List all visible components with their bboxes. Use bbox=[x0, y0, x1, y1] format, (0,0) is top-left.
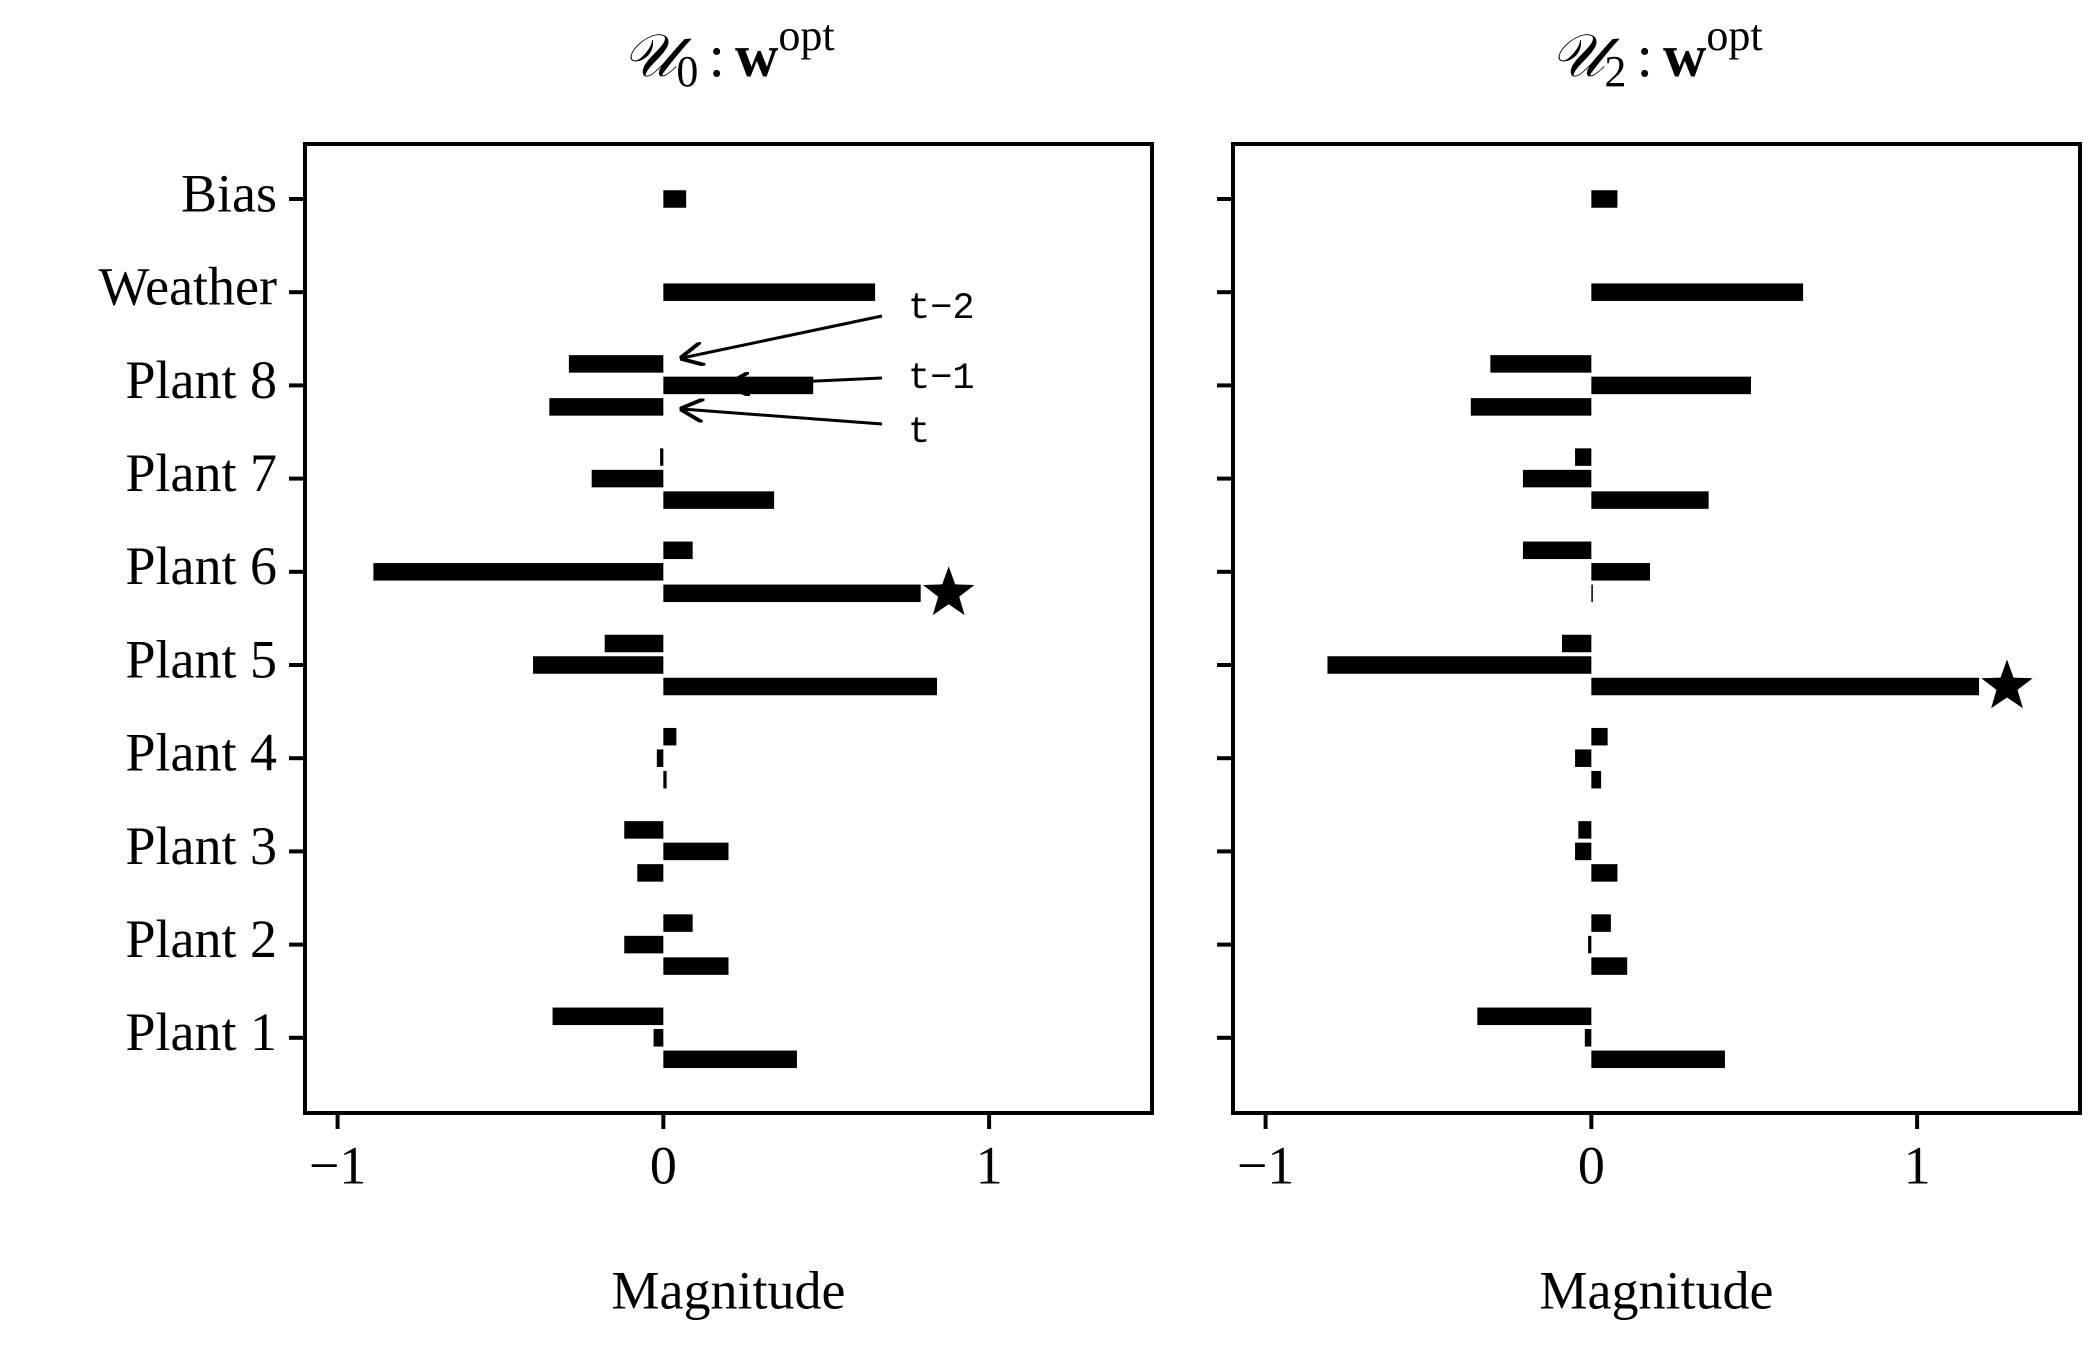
bar bbox=[663, 190, 687, 208]
chart-title: 𝒰2: wopt bbox=[1550, 11, 1762, 96]
bar bbox=[660, 448, 664, 466]
bar bbox=[1591, 727, 1608, 746]
bar bbox=[1578, 821, 1592, 839]
x-tick-label: 1 bbox=[1904, 1135, 1931, 1195]
y-tick-label: Plant 1 bbox=[125, 1002, 277, 1062]
series-annotation: t−2 bbox=[908, 288, 975, 330]
highlight-star bbox=[1981, 659, 2033, 709]
y-tick-label: Plant 3 bbox=[125, 816, 277, 876]
bar bbox=[656, 749, 664, 767]
bar bbox=[1575, 842, 1592, 861]
bar bbox=[1591, 957, 1628, 975]
bar bbox=[1477, 1007, 1592, 1026]
bar bbox=[663, 914, 693, 932]
y-tick-label: Bias bbox=[181, 163, 277, 223]
y-tick-label: Plant 6 bbox=[125, 536, 277, 596]
annotation-arrow bbox=[682, 409, 883, 426]
y-tick-label: Plant 7 bbox=[125, 443, 277, 503]
bar bbox=[549, 398, 664, 416]
x-tick-label: 0 bbox=[650, 1135, 677, 1195]
bar bbox=[1591, 914, 1611, 932]
bar bbox=[663, 727, 677, 746]
bar bbox=[663, 491, 775, 509]
bar bbox=[1562, 634, 1592, 653]
bar bbox=[1591, 677, 1980, 696]
bar bbox=[624, 821, 664, 839]
bar bbox=[1327, 656, 1592, 674]
bar bbox=[663, 677, 937, 696]
bar bbox=[1591, 584, 1593, 603]
title-subscript: 0 bbox=[676, 47, 698, 96]
series-annotation: t bbox=[908, 412, 930, 454]
y-tick-label: Plant 8 bbox=[125, 350, 277, 410]
bar bbox=[1584, 1029, 1592, 1047]
y-tick-label: Plant 4 bbox=[125, 723, 277, 783]
highlight-star bbox=[923, 566, 975, 616]
bar bbox=[1591, 283, 1804, 301]
y-tick-label: Weather bbox=[98, 257, 277, 317]
title-superscript: opt bbox=[778, 11, 834, 60]
bar bbox=[663, 842, 729, 861]
bar bbox=[1591, 491, 1709, 509]
bar bbox=[1591, 864, 1618, 882]
bar bbox=[1490, 355, 1592, 373]
annotation-arrow bbox=[682, 314, 883, 358]
bar bbox=[604, 634, 664, 653]
bar bbox=[637, 864, 664, 882]
bar bbox=[1591, 376, 1751, 395]
x-axis-label: Magnitude bbox=[612, 1260, 846, 1320]
bar bbox=[1591, 190, 1618, 208]
bar bbox=[663, 283, 876, 301]
title-superscript: opt bbox=[1706, 11, 1762, 60]
bar bbox=[552, 1007, 664, 1026]
bar bbox=[1522, 469, 1592, 488]
bar bbox=[663, 584, 921, 603]
x-tick-label: 1 bbox=[976, 1135, 1003, 1195]
bar bbox=[653, 1029, 664, 1047]
bar bbox=[1522, 541, 1592, 560]
x-tick-label: 0 bbox=[1578, 1135, 1605, 1195]
y-tick-label: Plant 2 bbox=[125, 909, 277, 969]
bar bbox=[1591, 1050, 1725, 1069]
bar bbox=[1588, 935, 1592, 954]
bar bbox=[663, 541, 693, 560]
x-tick-label: −1 bbox=[1237, 1135, 1294, 1195]
bar bbox=[1470, 398, 1592, 416]
bar bbox=[663, 770, 667, 789]
bar bbox=[591, 469, 664, 488]
bar bbox=[373, 563, 664, 581]
bar bbox=[1591, 770, 1602, 789]
x-axis-label: Magnitude bbox=[1540, 1260, 1774, 1320]
title-subscript: 2 bbox=[1604, 47, 1626, 96]
title-separator: : bbox=[708, 23, 725, 89]
bar bbox=[1575, 749, 1592, 767]
bar bbox=[1591, 563, 1650, 581]
axes-frame bbox=[303, 142, 1154, 1115]
chart-title: 𝒰0: wopt bbox=[622, 11, 834, 96]
bar bbox=[1575, 448, 1592, 466]
axes-frame bbox=[1231, 142, 2082, 1115]
annotation-arrow bbox=[728, 378, 883, 385]
series-annotation: t−1 bbox=[908, 358, 975, 400]
x-tick-label: −1 bbox=[309, 1135, 366, 1195]
bar bbox=[568, 355, 664, 373]
title-vector: w bbox=[1663, 23, 1707, 89]
bar bbox=[624, 935, 664, 954]
title-separator: : bbox=[1636, 23, 1653, 89]
y-tick-label: Plant 5 bbox=[125, 629, 277, 689]
title-vector: w bbox=[735, 23, 779, 89]
bar bbox=[533, 656, 664, 674]
bar bbox=[663, 1050, 797, 1069]
bar bbox=[663, 957, 729, 975]
